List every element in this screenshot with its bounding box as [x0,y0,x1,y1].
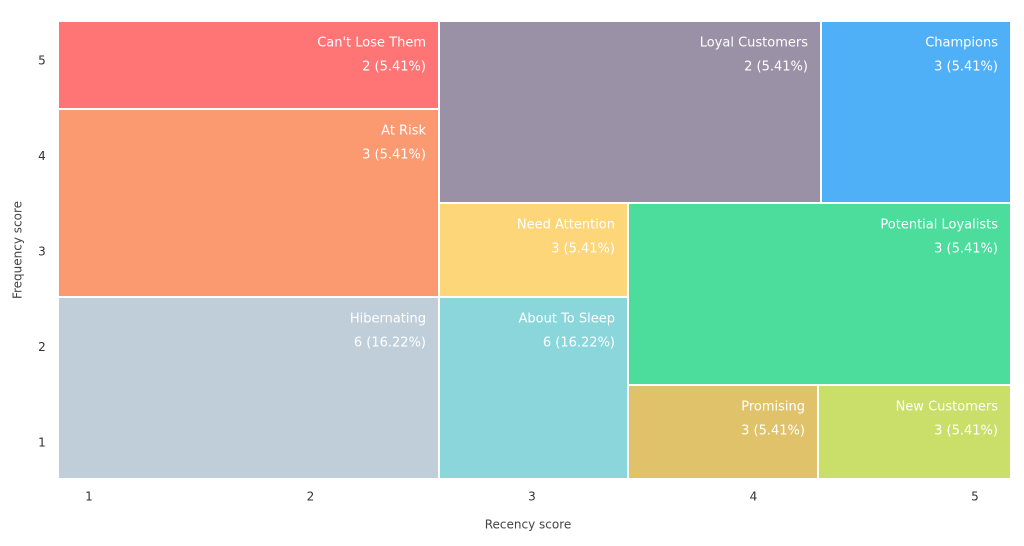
segment-name: Need Attention [517,218,615,233]
y-tick-label: 2 [38,340,46,354]
segment-name: At Risk [381,124,426,139]
segment-count: 3 (5.41%) [934,242,998,257]
segment-tile [59,22,438,108]
y-axis-label: Frequency score [11,201,25,299]
segment-name: Can't Lose Them [317,36,426,51]
x-tick-label: 4 [750,490,758,504]
segment-count: 3 (5.41%) [934,424,998,439]
x-tick-label: 5 [971,490,979,504]
x-tick-label: 2 [307,490,315,504]
segment-tile [629,386,817,478]
segment-name: Potential Loyalists [880,218,998,233]
y-tick-label: 3 [38,245,46,259]
segment-name: Loyal Customers [700,36,809,51]
segment-name: New Customers [896,400,999,415]
segment-tile [440,22,820,202]
segment-tile [59,110,438,296]
segment-name: Champions [925,36,998,51]
segment-count: 2 (5.41%) [362,60,426,75]
segment-name: Hibernating [350,312,426,327]
segment-count: 6 (16.22%) [354,336,426,351]
segment-count: 3 (5.41%) [551,242,615,257]
segment-tile [440,298,627,478]
segment-count: 3 (5.41%) [362,148,426,163]
segment-count: 2 (5.41%) [744,60,808,75]
segment-tile [629,204,1010,384]
y-tick-label: 1 [38,436,46,450]
y-tick-label: 5 [38,54,46,68]
segment-count: 3 (5.41%) [741,424,805,439]
segment-tile [822,22,1010,202]
y-tick-label: 4 [38,149,46,163]
x-tick-label: 3 [528,490,536,504]
segment-tile [59,298,438,478]
x-tick-label: 1 [85,490,93,504]
segment-tile [440,204,627,296]
segment-name: About To Sleep [519,312,616,327]
segment-count: 3 (5.41%) [934,60,998,75]
segment-count: 6 (16.22%) [543,336,615,351]
segment-name: Promising [741,400,805,415]
x-axis-label: Recency score [485,518,572,532]
segment-tile [819,386,1010,478]
